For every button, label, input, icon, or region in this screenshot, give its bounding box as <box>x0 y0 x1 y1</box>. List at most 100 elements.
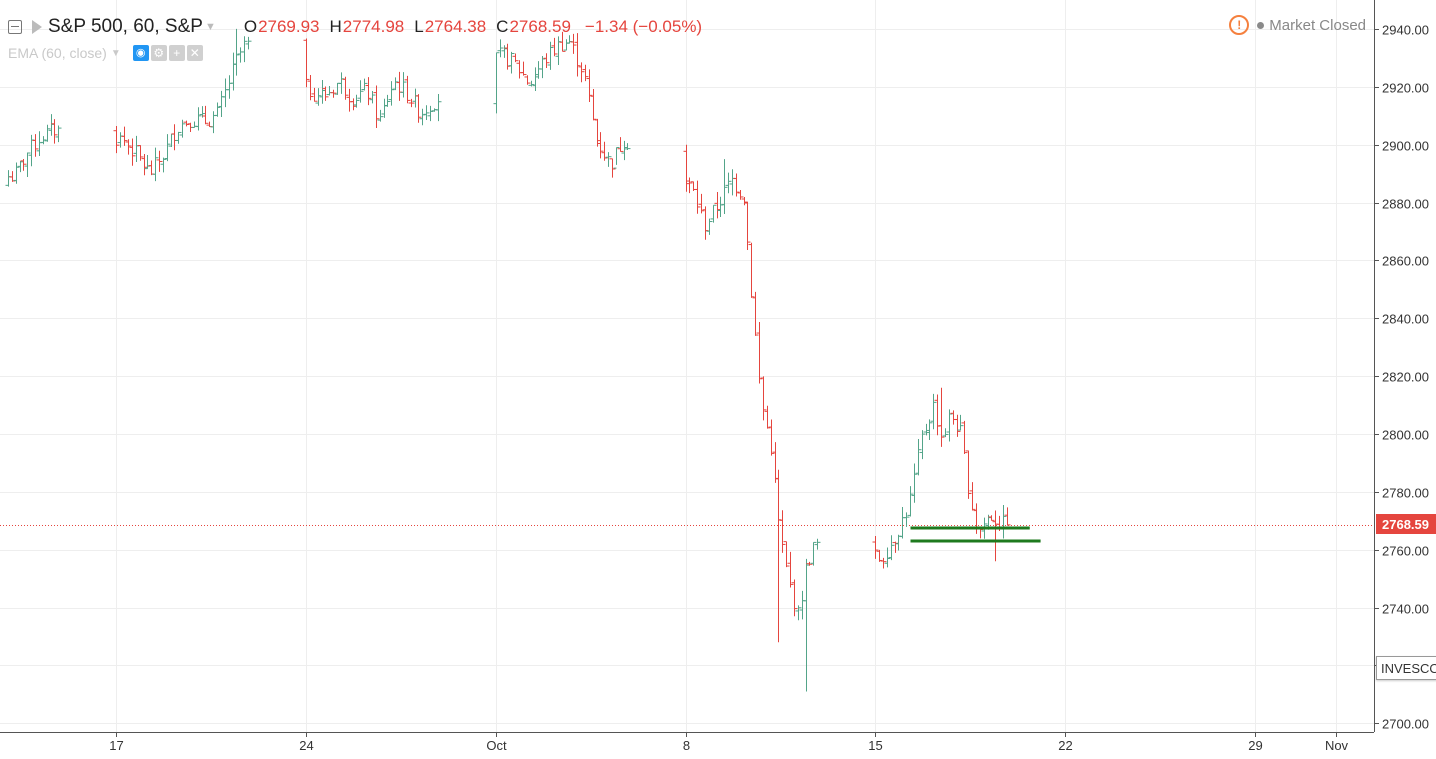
indicator-name[interactable]: EMA (60, close) <box>8 45 107 61</box>
ohlc-bar <box>400 72 407 98</box>
plus-icon[interactable]: + <box>168 45 185 61</box>
ohlc-bar <box>563 39 570 51</box>
flag-icon[interactable] <box>32 20 42 34</box>
low-label: L <box>414 17 424 36</box>
ohlc-bar <box>5 170 12 187</box>
ohlc-bar <box>559 31 566 52</box>
ohlc-bar <box>880 557 887 569</box>
ohlc-bar <box>392 77 399 91</box>
x-tick-label: Nov <box>1325 738 1349 753</box>
grid <box>0 0 1374 732</box>
ohlc-bar <box>377 109 384 122</box>
ohlc-bar <box>1004 507 1011 526</box>
ohlc-bar <box>686 177 693 194</box>
settings-icon[interactable]: ⚙ <box>150 45 167 61</box>
ohlc-bar <box>171 124 178 151</box>
ohlc-bar <box>241 36 248 63</box>
ohlc-bar <box>988 515 995 521</box>
ohlc-bar <box>36 131 43 156</box>
ohlc-bar <box>245 36 252 50</box>
caret-down-icon[interactable]: ▼ <box>204 21 216 33</box>
ohlc-bar <box>888 535 895 561</box>
ohlc-bar <box>175 131 182 144</box>
ohlc-bar <box>872 536 879 559</box>
symbol-title[interactable]: S&P 500, 60, S&P <box>48 16 203 37</box>
ohlc-bar <box>206 121 213 128</box>
symbol-tag[interactable]: INVESCO <box>1376 656 1436 680</box>
ohlc-bar <box>938 387 945 447</box>
ohlc-bar <box>710 204 717 223</box>
ohlc-bar <box>574 33 581 77</box>
ohlc-bar <box>884 547 891 568</box>
ohlc-bar <box>551 37 558 57</box>
y-tick-label: 2900.00 <box>1382 139 1429 154</box>
ohlc-bar <box>578 62 585 83</box>
ohlc-bar <box>129 138 136 166</box>
ohlc-bar <box>876 549 883 562</box>
ohlc-bar <box>148 160 155 176</box>
last-price-tag: 2768.59 <box>1376 514 1436 534</box>
ohlc-bar <box>787 551 794 588</box>
ohlc-bar <box>624 143 631 150</box>
alert-icon[interactable]: ! <box>1229 15 1250 35</box>
ohlc-bar <box>721 159 728 214</box>
ohlc-bar <box>957 414 964 431</box>
y-tick-label: 2880.00 <box>1382 197 1429 212</box>
ohlc-bar <box>899 507 906 539</box>
ohlc-bar <box>44 124 51 142</box>
ohlc-bar <box>350 98 357 111</box>
ohlc-bar <box>756 322 763 384</box>
ohlc-bar <box>760 376 767 421</box>
ohlc-bar <box>501 45 508 58</box>
ohlc-bar <box>911 463 918 503</box>
ohlc-bar <box>961 420 968 455</box>
ohlc-bar <box>179 119 186 138</box>
indicator-caret-icon[interactable]: ▼ <box>110 47 121 59</box>
ohlc-bar <box>729 169 736 196</box>
ohlc-bar <box>992 510 999 562</box>
ohlc-bar <box>524 75 531 85</box>
ohlc-bar <box>590 88 597 121</box>
ohlc-bar <box>969 482 976 511</box>
ohlc-bar <box>137 145 144 161</box>
support-levels[interactable] <box>910 526 1041 543</box>
status-dot-icon <box>1257 21 1265 29</box>
ohlc-bar <box>547 41 554 70</box>
x-tick-label: 22 <box>1058 738 1072 753</box>
ohlc-bar <box>934 394 941 436</box>
y-tick-label: 2700.00 <box>1382 717 1429 732</box>
ohlc-bar <box>508 51 515 74</box>
x-tick-label: Oct <box>486 738 507 753</box>
eye-icon[interactable]: ◉ <box>132 45 149 61</box>
ohlc-bar <box>415 94 422 123</box>
ohlc-bar <box>694 180 701 214</box>
ohlc-bar <box>164 134 171 162</box>
close-icon[interactable]: ✕ <box>186 45 203 61</box>
market-status: ! Market Closed <box>1229 15 1366 35</box>
ohlc-bar <box>903 512 910 527</box>
ohlc-bar <box>737 190 744 200</box>
ohlc-bar <box>408 98 415 108</box>
ohlc-bar <box>384 94 391 107</box>
ohlc-bar <box>683 144 690 192</box>
ohlc-bar <box>9 171 16 182</box>
ohlc-bar <box>795 605 802 621</box>
ohlc-bar <box>396 71 403 101</box>
ohlc-bar <box>779 510 786 553</box>
ohlc-bar <box>772 442 779 483</box>
ohlc-bar <box>915 438 922 476</box>
ohlc-bar <box>311 87 318 102</box>
collapse-icon[interactable] <box>8 20 22 34</box>
ohlc-bar <box>954 414 961 437</box>
ohlc-bar <box>621 140 628 161</box>
ohlc-bar <box>230 52 237 91</box>
ohlc-bar <box>907 486 914 517</box>
y-tick-label: 2800.00 <box>1382 428 1429 443</box>
ohlc-bar <box>404 75 411 104</box>
ohlc-bar <box>791 579 798 617</box>
close-value: 2768.59 <box>509 17 571 36</box>
ohlc-bar <box>55 125 62 143</box>
y-tick-label: 2840.00 <box>1382 312 1429 327</box>
